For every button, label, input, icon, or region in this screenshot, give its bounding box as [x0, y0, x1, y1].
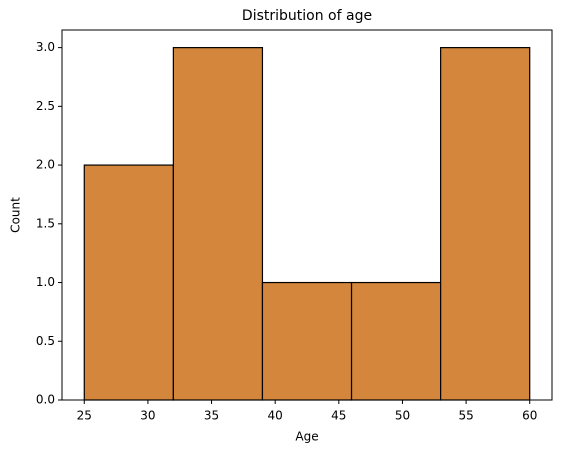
y-tick-label: 1.0 — [36, 275, 55, 289]
x-tick-label: 45 — [331, 409, 346, 423]
y-tick-label: 2.0 — [36, 158, 55, 172]
bar — [83, 164, 174, 401]
y-tick-label: 0.5 — [36, 334, 55, 348]
x-tick-label: 30 — [140, 409, 155, 423]
plot-frame — [61, 29, 553, 401]
y-tick-label: 3.0 — [36, 40, 55, 54]
x-tick-label: 25 — [77, 409, 92, 423]
x-tick-label: 35 — [204, 409, 219, 423]
y-tick-label: 1.5 — [36, 216, 55, 230]
bar — [440, 47, 531, 401]
x-tick-label: 40 — [268, 409, 283, 423]
chart-title: Distribution of age — [242, 8, 372, 24]
x-axis-label: Age — [295, 430, 318, 444]
y-axis-label: Count — [9, 197, 23, 233]
bar — [350, 281, 442, 401]
y-tick-label: 2.5 — [36, 99, 55, 113]
x-tick-label: 50 — [395, 409, 410, 423]
x-tick-label: 60 — [522, 409, 537, 423]
bar — [172, 47, 264, 401]
bar — [261, 281, 353, 401]
y-tick-label: 0.0 — [36, 393, 55, 407]
x-tick-label: 55 — [458, 409, 473, 423]
